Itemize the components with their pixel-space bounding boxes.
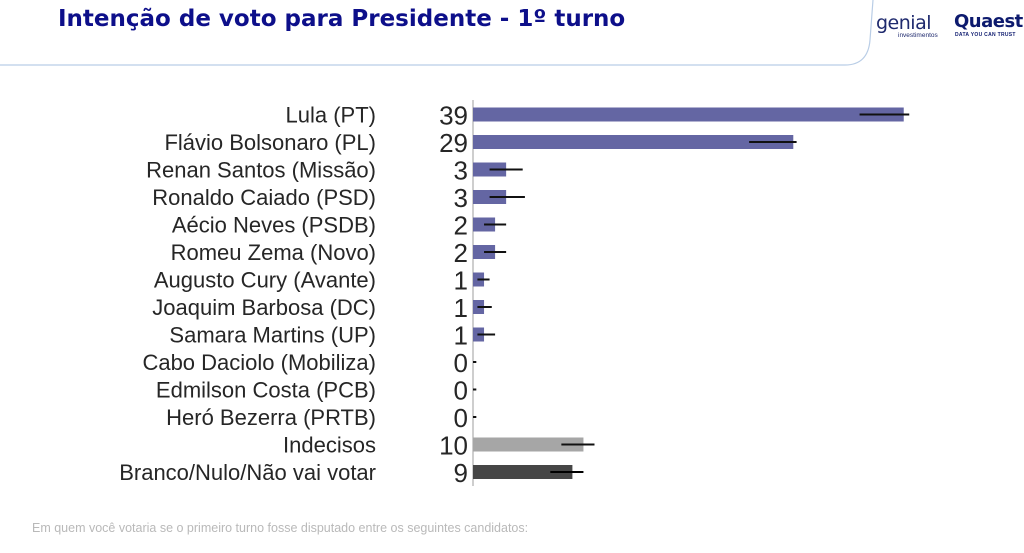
category-label: Aécio Neves (PSDB) — [172, 213, 376, 238]
genial-logo-subtitle: investimentos — [898, 32, 938, 39]
value-label: 0 — [454, 376, 468, 406]
value-label: 0 — [454, 403, 468, 433]
value-label: 29 — [439, 128, 468, 158]
value-label: 3 — [454, 156, 468, 186]
category-label: Joaquim Barbosa (DC) — [152, 295, 376, 320]
value-label: 1 — [454, 266, 468, 296]
bar — [473, 190, 507, 204]
bar — [473, 107, 904, 122]
value-label: 1 — [454, 321, 468, 351]
category-label: Renan Santos (Missão) — [146, 158, 376, 183]
category-label: Romeu Zema (Novo) — [171, 240, 376, 265]
category-label: Lula (PT) — [286, 103, 376, 128]
category-label: Indecisos — [283, 433, 376, 458]
value-label: 1 — [454, 293, 468, 323]
bar — [473, 135, 794, 149]
category-label: Branco/Nulo/Não vai votar — [119, 460, 376, 485]
category-label: Heró Bezerra (PRTB) — [166, 405, 376, 430]
value-label: 3 — [454, 183, 468, 213]
value-label: 2 — [454, 238, 468, 268]
header-decoration — [0, 0, 874, 66]
survey-question: Em quem você votaria se o primeiro turno… — [32, 521, 529, 535]
value-label: 39 — [439, 101, 468, 131]
bar — [473, 162, 507, 177]
category-label: Flávio Bolsonaro (PL) — [164, 130, 376, 155]
genial-logo: genial — [876, 12, 932, 34]
bar — [473, 465, 573, 479]
category-label: Cabo Daciolo (Mobiliza) — [142, 350, 376, 375]
brand-logos: genial investimentos Quaest DATA YOU CAN… — [876, 10, 1023, 40]
page-title: Intenção de voto para Presidente - 1º tu… — [58, 6, 626, 32]
value-label: 9 — [454, 458, 468, 488]
value-label: 10 — [439, 431, 468, 461]
value-label: 2 — [454, 211, 468, 241]
value-label: 0 — [454, 348, 468, 378]
category-label: Ronaldo Caiado (PSD) — [152, 185, 376, 210]
category-label: Augusto Cury (Avante) — [154, 268, 376, 293]
category-label: Samara Martins (UP) — [169, 323, 376, 348]
category-label: Edmilson Costa (PCB) — [156, 378, 376, 403]
quaest-logo-tagline: DATA YOU CAN TRUST — [955, 32, 1016, 38]
bar — [473, 437, 584, 452]
quaest-logo: Quaest — [954, 11, 1023, 32]
